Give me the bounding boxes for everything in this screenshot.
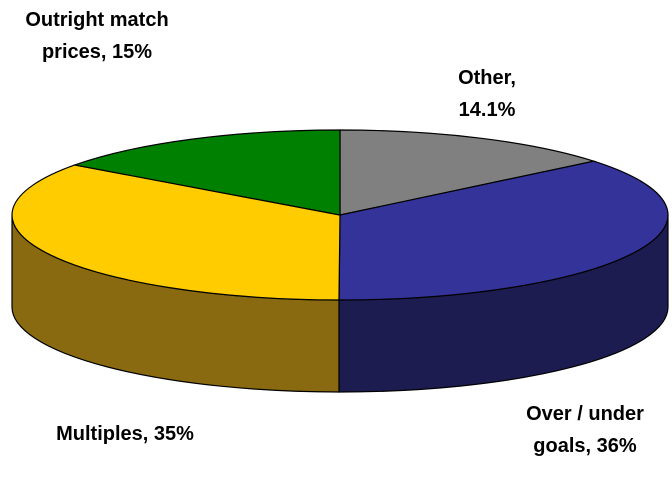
pie-slice bbox=[11, 164, 341, 301]
data-label: Other, 14.1% bbox=[458, 67, 516, 121]
data-label: Outright match prices, 15% bbox=[25, 9, 169, 63]
data-label: Over / under goals, 36% bbox=[526, 403, 644, 457]
pie-slice bbox=[338, 160, 669, 301]
pie-slice bbox=[72, 129, 341, 216]
data-label: Multiples, 35% bbox=[56, 423, 194, 445]
pie-slice bbox=[339, 129, 597, 216]
